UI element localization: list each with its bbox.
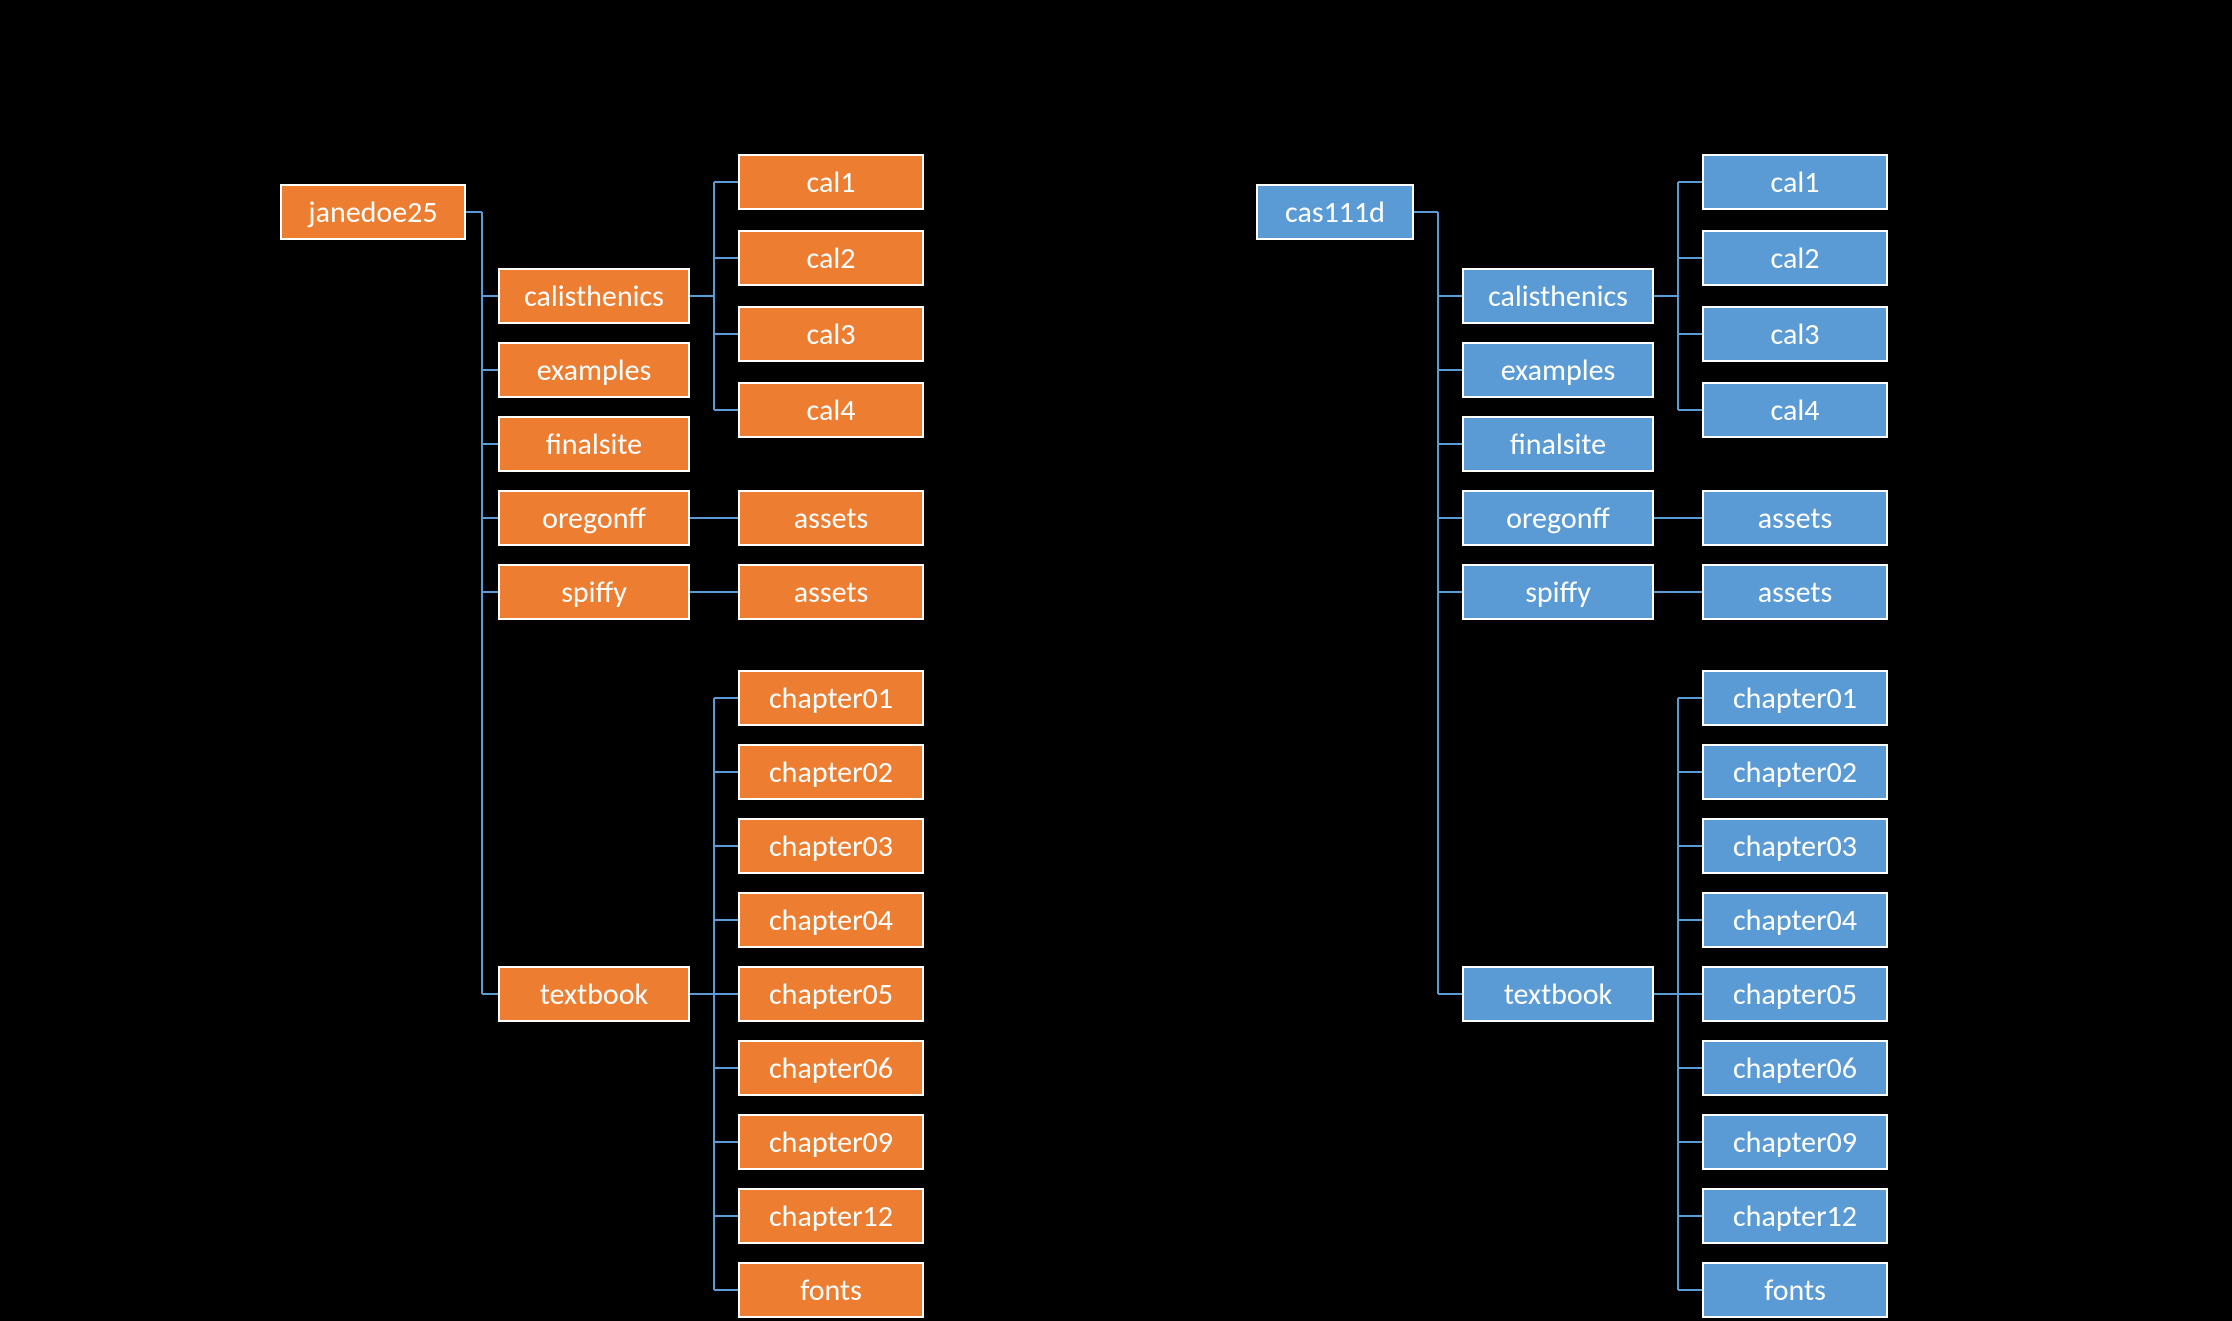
node-label: chapter09	[769, 1124, 893, 1161]
node-label: cal3	[1771, 316, 1820, 353]
node-label: textbook	[1504, 976, 1612, 1013]
node-label: cal4	[807, 392, 856, 429]
tree-node-left-textbook-chapter04: chapter04	[738, 892, 924, 948]
tree-node-left-textbook-chapter06: chapter06	[738, 1040, 924, 1096]
node-label: calisthenics	[1488, 278, 1628, 315]
tree-node-left-textbook-chapter03: chapter03	[738, 818, 924, 874]
tree-node-left-calisthenics: calisthenics	[498, 268, 690, 324]
tree-node-right-spiffy-assets: assets	[1702, 564, 1888, 620]
tree-node-right-textbook-chapter06: chapter06	[1702, 1040, 1888, 1096]
tree-node-left-calisthenics-cal1: cal1	[738, 154, 924, 210]
node-label: examples	[537, 352, 652, 389]
node-label: chapter12	[769, 1198, 893, 1235]
node-label: janedoe25	[308, 194, 437, 231]
tree-node-left-examples: examples	[498, 342, 690, 398]
tree-node-left-spiffy: spiffy	[498, 564, 690, 620]
node-label: fonts	[800, 1272, 862, 1309]
node-label: assets	[1758, 500, 1832, 537]
tree-node-right-textbook: textbook	[1462, 966, 1654, 1022]
tree-node-right-calisthenics-cal3: cal3	[1702, 306, 1888, 362]
tree-node-right-calisthenics-cal4: cal4	[1702, 382, 1888, 438]
node-label: oregonff	[542, 500, 646, 537]
node-label: assets	[794, 500, 868, 537]
node-label: cal3	[807, 316, 856, 353]
node-label: finalsite	[1510, 426, 1606, 463]
tree-node-left-textbook-fonts: fonts	[738, 1262, 924, 1318]
tree-node-left-finalsite: finalsite	[498, 416, 690, 472]
node-label: oregonff	[1506, 500, 1610, 537]
node-label: finalsite	[546, 426, 642, 463]
tree-node-right-finalsite: finalsite	[1462, 416, 1654, 472]
tree-node-left-calisthenics-cal2: cal2	[738, 230, 924, 286]
tree-node-left-spiffy-assets: assets	[738, 564, 924, 620]
tree-node-left-calisthenics-cal4: cal4	[738, 382, 924, 438]
tree-node-right-textbook-fonts: fonts	[1702, 1262, 1888, 1318]
tree-node-left-textbook-chapter12: chapter12	[738, 1188, 924, 1244]
node-label: spiffy	[561, 574, 627, 611]
node-label: cal1	[1771, 164, 1820, 201]
tree-node-left-textbook: textbook	[498, 966, 690, 1022]
tree-node-right-spiffy: spiffy	[1462, 564, 1654, 620]
tree-node-left-oregonff: oregonff	[498, 490, 690, 546]
node-label: cal2	[807, 240, 856, 277]
node-label: chapter01	[769, 680, 893, 717]
node-label: fonts	[1764, 1272, 1826, 1309]
tree-node-right-root: cas111d	[1256, 184, 1414, 240]
tree-node-left-textbook-chapter02: chapter02	[738, 744, 924, 800]
node-label: textbook	[540, 976, 648, 1013]
node-label: chapter12	[1733, 1198, 1857, 1235]
node-label: chapter03	[769, 828, 893, 865]
tree-node-right-textbook-chapter04: chapter04	[1702, 892, 1888, 948]
node-label: chapter02	[1733, 754, 1857, 791]
tree-node-right-calisthenics: calisthenics	[1462, 268, 1654, 324]
node-label: assets	[1758, 574, 1832, 611]
tree-node-left-textbook-chapter09: chapter09	[738, 1114, 924, 1170]
tree-node-right-textbook-chapter02: chapter02	[1702, 744, 1888, 800]
node-label: cas111d	[1285, 194, 1385, 231]
tree-node-right-textbook-chapter09: chapter09	[1702, 1114, 1888, 1170]
node-label: chapter06	[769, 1050, 893, 1087]
node-label: chapter01	[1733, 680, 1857, 717]
tree-node-left-oregonff-assets: assets	[738, 490, 924, 546]
tree-node-right-textbook-chapter03: chapter03	[1702, 818, 1888, 874]
node-label: chapter02	[769, 754, 893, 791]
tree-node-left-textbook-chapter05: chapter05	[738, 966, 924, 1022]
node-label: chapter06	[1733, 1050, 1857, 1087]
node-label: chapter03	[1733, 828, 1857, 865]
node-label: chapter05	[1733, 976, 1857, 1013]
node-label: chapter04	[769, 902, 893, 939]
tree-node-left-calisthenics-cal3: cal3	[738, 306, 924, 362]
tree-node-right-calisthenics-cal2: cal2	[1702, 230, 1888, 286]
node-label: chapter05	[769, 976, 893, 1013]
node-label: cal4	[1771, 392, 1820, 429]
tree-node-left-root: janedoe25	[280, 184, 466, 240]
tree-node-right-oregonff-assets: assets	[1702, 490, 1888, 546]
node-label: chapter09	[1733, 1124, 1857, 1161]
node-label: cal1	[807, 164, 856, 201]
tree-node-right-calisthenics-cal1: cal1	[1702, 154, 1888, 210]
tree-node-left-textbook-chapter01: chapter01	[738, 670, 924, 726]
node-label: calisthenics	[524, 278, 664, 315]
tree-node-right-textbook-chapter01: chapter01	[1702, 670, 1888, 726]
tree-node-right-textbook-chapter05: chapter05	[1702, 966, 1888, 1022]
node-label: spiffy	[1525, 574, 1591, 611]
node-label: cal2	[1771, 240, 1820, 277]
tree-node-right-oregonff: oregonff	[1462, 490, 1654, 546]
node-label: chapter04	[1733, 902, 1857, 939]
node-label: examples	[1501, 352, 1616, 389]
node-label: assets	[794, 574, 868, 611]
tree-node-right-examples: examples	[1462, 342, 1654, 398]
tree-node-right-textbook-chapter12: chapter12	[1702, 1188, 1888, 1244]
